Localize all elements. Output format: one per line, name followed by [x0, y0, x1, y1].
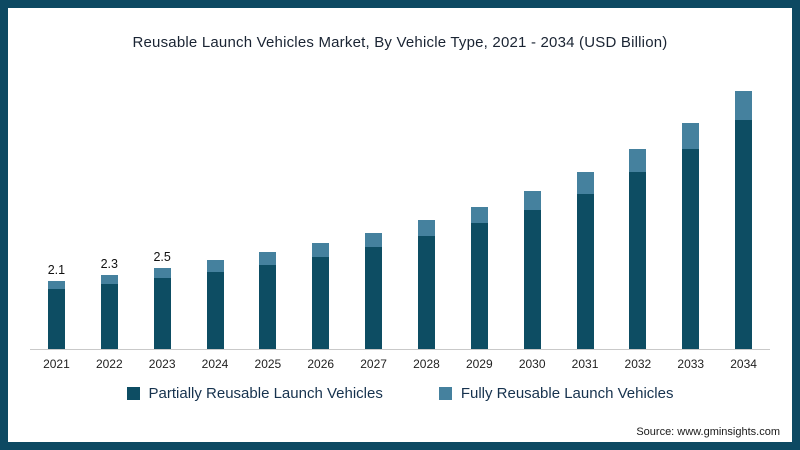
bar-segment-fully-2034 — [735, 90, 753, 120]
x-label-2026: 2026 — [307, 357, 335, 371]
bar-segment-fully-2026 — [312, 242, 330, 258]
bar-slot-2024 — [189, 65, 242, 349]
bar-slot-2023: 2.5 — [136, 65, 189, 349]
bar-2022 — [100, 274, 118, 349]
bar-slot-2034 — [717, 65, 770, 349]
bar-value-label-2021: 2.1 — [47, 263, 66, 278]
bar-segment-fully-2028 — [417, 219, 435, 237]
x-label-2032: 2032 — [624, 357, 652, 371]
x-label-2033: 2033 — [677, 357, 705, 371]
bar-segment-partially-2034 — [735, 119, 753, 349]
bar-slot-2032 — [611, 65, 664, 349]
bar-2023 — [153, 268, 171, 349]
bar-2027 — [365, 232, 383, 349]
bar-segment-fully-2032 — [629, 148, 647, 172]
bar-segment-partially-2021 — [47, 289, 65, 349]
bar-2031 — [576, 171, 594, 349]
legend-item-partially: Partially Reusable Launch Vehicles — [126, 385, 383, 402]
legend-swatch-fully — [438, 387, 452, 400]
x-label-2025: 2025 — [254, 357, 282, 371]
bar-segment-partially-2027 — [365, 247, 383, 349]
legend-label-fully: Fully Reusable Launch Vehicles — [460, 385, 674, 402]
bar-2033 — [682, 123, 700, 349]
x-label-2021: 2021 — [43, 357, 70, 371]
bar-slot-2033 — [664, 65, 717, 349]
bar-segment-partially-2026 — [312, 257, 330, 349]
bar-segment-partially-2031 — [576, 194, 594, 349]
bar-segment-fully-2024 — [206, 260, 224, 272]
bar-segment-partially-2024 — [206, 271, 224, 349]
x-label-2028: 2028 — [413, 357, 440, 371]
x-axis-labels: 2021 2022 2023 2024 2025 2026 2027 2028 2029 2030… — [30, 357, 770, 371]
bar-slot-2029 — [453, 65, 506, 349]
bar-slot-2021: 2.1 — [30, 65, 83, 349]
x-label-2027: 2027 — [360, 357, 387, 371]
bar-segment-partially-2029 — [470, 223, 488, 349]
bar-slot-2030 — [506, 65, 559, 349]
bar-segment-fully-2031 — [576, 171, 594, 195]
bar-segment-partially-2023 — [153, 278, 171, 349]
x-label-2034: 2034 — [730, 357, 757, 371]
chart-title: Reusable Launch Vehicles Market, By Vehi… — [132, 34, 668, 51]
bar-segment-fully-2029 — [470, 207, 488, 224]
source-note: Source: www.gminsights.com — [636, 426, 780, 438]
legend-item-fully: Fully Reusable Launch Vehicles — [438, 385, 674, 402]
bar-segment-partially-2032 — [629, 171, 647, 349]
bar-segment-partially-2025 — [259, 265, 277, 349]
bar-segment-partially-2030 — [523, 210, 541, 349]
bar-segment-partially-2028 — [417, 236, 435, 349]
plot-wrap: 2.1 2.3 2.5 2021 2022 2023 2024 2025 2026 2027 20… — [30, 51, 770, 371]
x-label-2029: 2029 — [465, 357, 493, 371]
bar-value-label-2023: 2.5 — [153, 250, 171, 265]
bar-slot-2031 — [559, 65, 612, 349]
bar-segment-fully-2022 — [100, 274, 118, 285]
plot-area: 2.1 2.3 2.5 — [30, 65, 770, 350]
bar-segment-fully-2025 — [259, 252, 277, 266]
bar-slot-2025 — [241, 65, 294, 349]
x-label-2031: 2031 — [571, 357, 599, 371]
bar-2032 — [629, 148, 647, 349]
bar-2026 — [312, 242, 330, 349]
x-label-2022: 2022 — [95, 357, 123, 371]
legend-label-partially: Partially Reusable Launch Vehicles — [148, 385, 383, 402]
legend: Partially Reusable Launch Vehicles Fully… — [8, 385, 792, 402]
legend-swatch-partially — [126, 387, 140, 400]
bar-segment-fully-2030 — [523, 190, 541, 211]
bar-segment-fully-2021 — [47, 281, 65, 290]
bar-2024 — [206, 260, 224, 349]
bar-slot-2022: 2.3 — [83, 65, 136, 349]
bar-2034 — [735, 90, 753, 349]
x-label-2023: 2023 — [148, 357, 176, 371]
bar-slot-2028 — [400, 65, 453, 349]
bar-slot-2026 — [294, 65, 347, 349]
bar-2025 — [259, 252, 277, 349]
bar-segment-partially-2022 — [100, 284, 118, 349]
bar-segment-fully-2027 — [365, 232, 383, 248]
bar-slot-2027 — [347, 65, 400, 349]
bar-2028 — [417, 219, 435, 349]
x-label-2024: 2024 — [201, 357, 229, 371]
bar-segment-partially-2033 — [682, 148, 700, 349]
x-label-2030: 2030 — [518, 357, 546, 371]
bar-value-label-2022: 2.3 — [100, 256, 118, 271]
bar-2030 — [523, 190, 541, 349]
bar-segment-fully-2033 — [682, 123, 700, 149]
bar-2029 — [470, 207, 488, 349]
bar-2021 — [47, 281, 65, 349]
bar-segment-fully-2023 — [153, 268, 171, 278]
